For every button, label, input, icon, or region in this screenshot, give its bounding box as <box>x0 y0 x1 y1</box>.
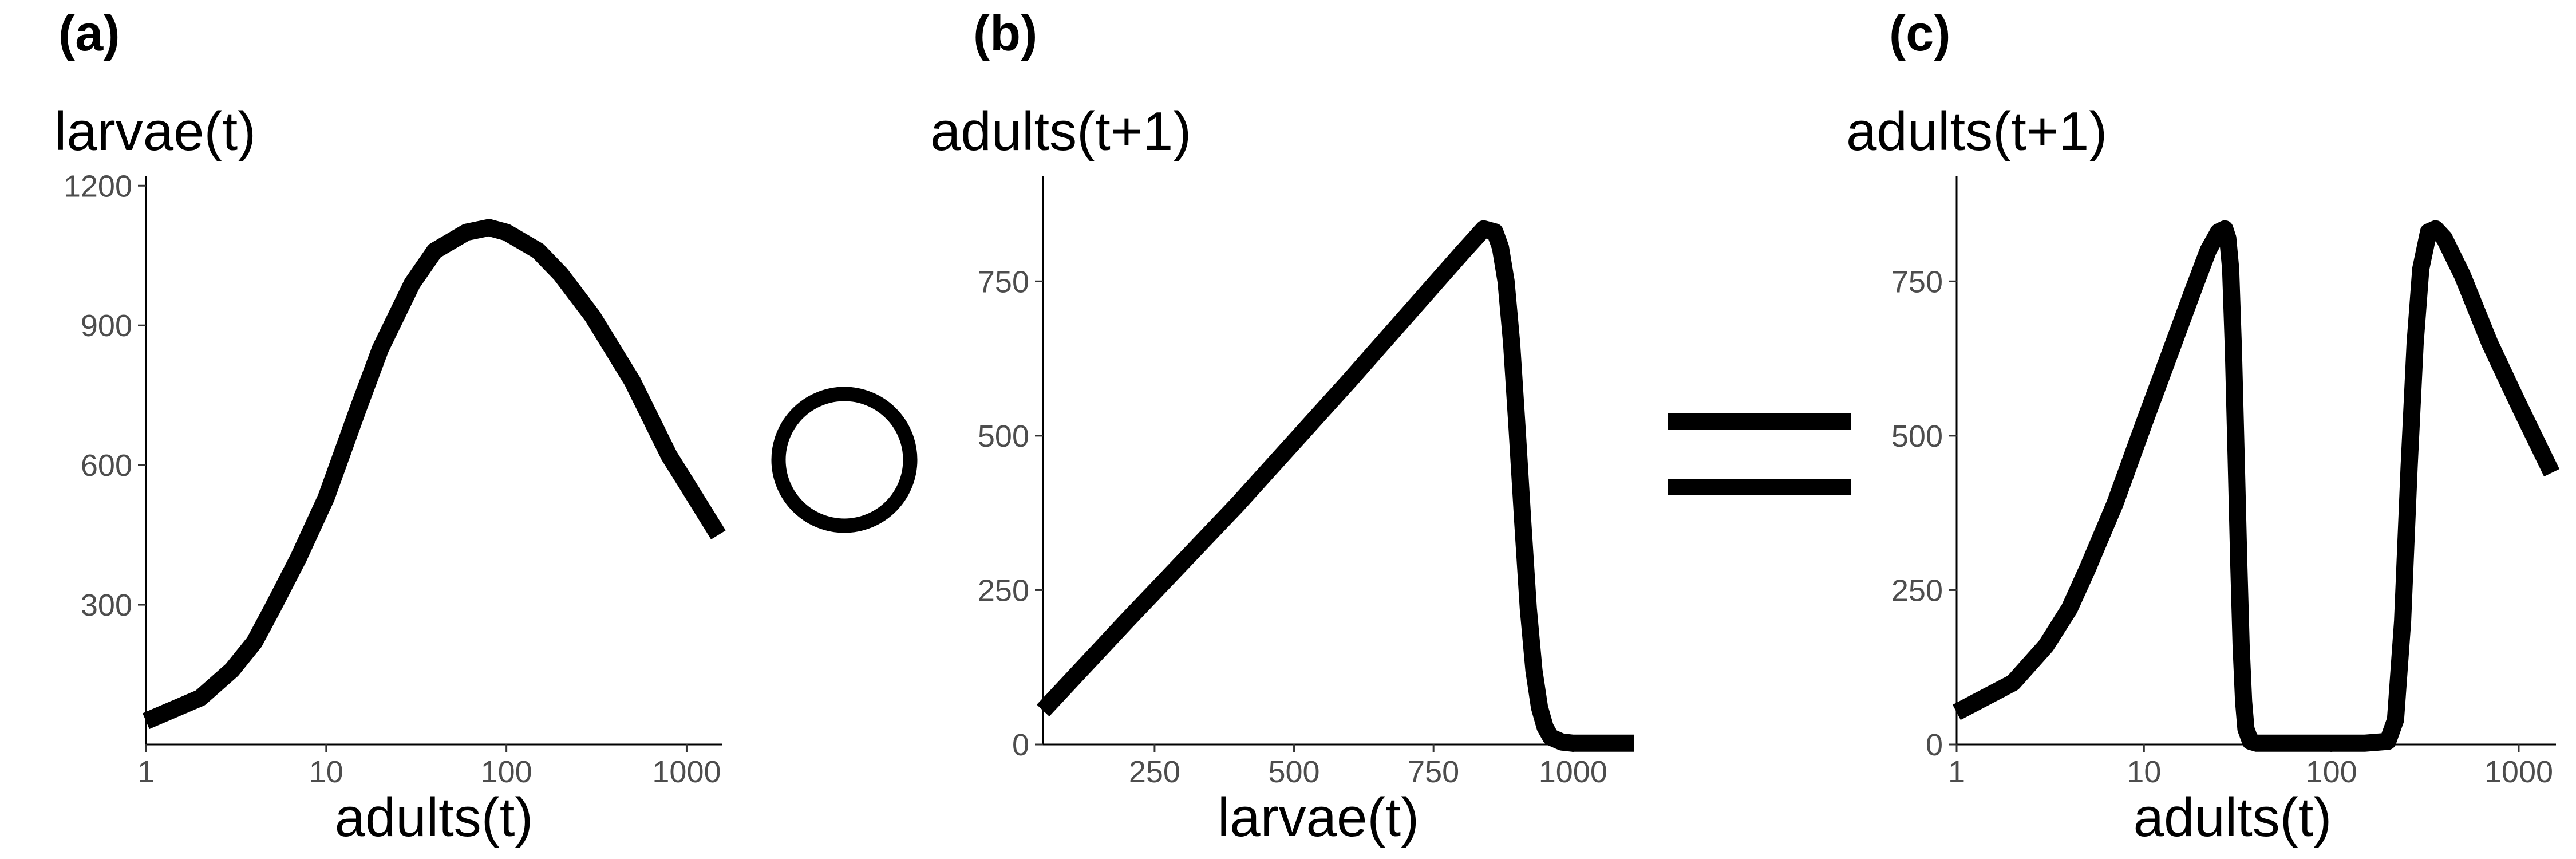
panel-c-y-tick-label: 750 <box>1891 265 1943 299</box>
panel-a-x-tick-label: 1000 <box>652 755 721 789</box>
panel-a-x-axis-title: adults(t) <box>335 787 534 848</box>
panel-a-y-tick-label: 900 <box>81 309 132 343</box>
panel-a-x-tick-label: 1 <box>137 755 155 789</box>
panel-b: (b) adults(t+1) larvae(t) 250 500 750 1000 0… <box>930 5 1634 848</box>
panel-a: (a) larvae(t) adults(t) 1 10 100 1000 300 600… <box>54 5 726 848</box>
panel-a-x-tick-label: 10 <box>309 755 343 789</box>
panel-label-a: (a) <box>58 5 120 61</box>
panel-b-x-tick-label: 1000 <box>1539 755 1607 789</box>
panel-a-x-tick-label: 100 <box>481 755 532 789</box>
panel-c-y-tick-label: 500 <box>1891 419 1943 454</box>
panel-label-c: (c) <box>1889 5 1951 61</box>
panel-b-y-tick-label: 500 <box>978 419 1029 454</box>
panel-c-x-axis-title: adults(t) <box>2134 787 2332 848</box>
panel-a-y-tick-label: 1200 <box>64 169 132 203</box>
panel-b-x-tick-label: 750 <box>1408 755 1459 789</box>
panel-a-y-axis-title: larvae(t) <box>54 101 256 162</box>
panel-c-series-line <box>1953 220 2560 752</box>
panel-a-y-tick-label: 600 <box>81 448 132 483</box>
panel-a-series-line <box>143 219 726 730</box>
panel-b-x-tick-label: 500 <box>1268 755 1319 789</box>
panel-b-y-tick-label: 250 <box>978 573 1029 608</box>
panel-c-y-tick-label: 250 <box>1891 573 1943 608</box>
panel-c: (c) adults(t+1) adults(t) 1 10 100 1000 0 250… <box>1846 5 2560 848</box>
panel-b-ticks: 250 500 750 1000 0 250 500 750 <box>978 265 1607 789</box>
panel-a-y-tick-label: 300 <box>81 588 132 622</box>
panel-a-ticks: 1 10 100 1000 300 600 900 1200 <box>64 169 721 789</box>
panel-b-y-tick-label: 750 <box>978 265 1029 299</box>
panel-b-y-tick-label: 0 <box>1012 728 1029 762</box>
panel-c-x-tick-label: 1000 <box>2484 755 2553 789</box>
panel-c-x-tick-label: 100 <box>2306 755 2357 789</box>
equals-bar-top <box>1668 413 1851 430</box>
panel-c-x-tick-label: 1 <box>1948 755 1965 789</box>
panel-b-y-axis-title: adults(t+1) <box>930 101 1191 162</box>
compose-operator-icon <box>771 387 918 533</box>
panel-c-ticks: 1 10 100 1000 0 250 500 750 <box>1891 265 2553 789</box>
panel-c-x-tick-label: 10 <box>2127 755 2161 789</box>
panel-b-x-tick-label: 250 <box>1129 755 1180 789</box>
panel-c-y-tick-label: 0 <box>1926 728 1943 762</box>
panel-label-b: (b) <box>973 5 1037 61</box>
panel-c-y-axis-title: adults(t+1) <box>1846 101 2107 162</box>
equals-bar-bottom <box>1668 479 1851 495</box>
equals-operator-icon <box>1668 413 1851 495</box>
panel-b-series-line <box>1037 220 1634 752</box>
panel-b-x-axis-title: larvae(t) <box>1218 787 1419 848</box>
